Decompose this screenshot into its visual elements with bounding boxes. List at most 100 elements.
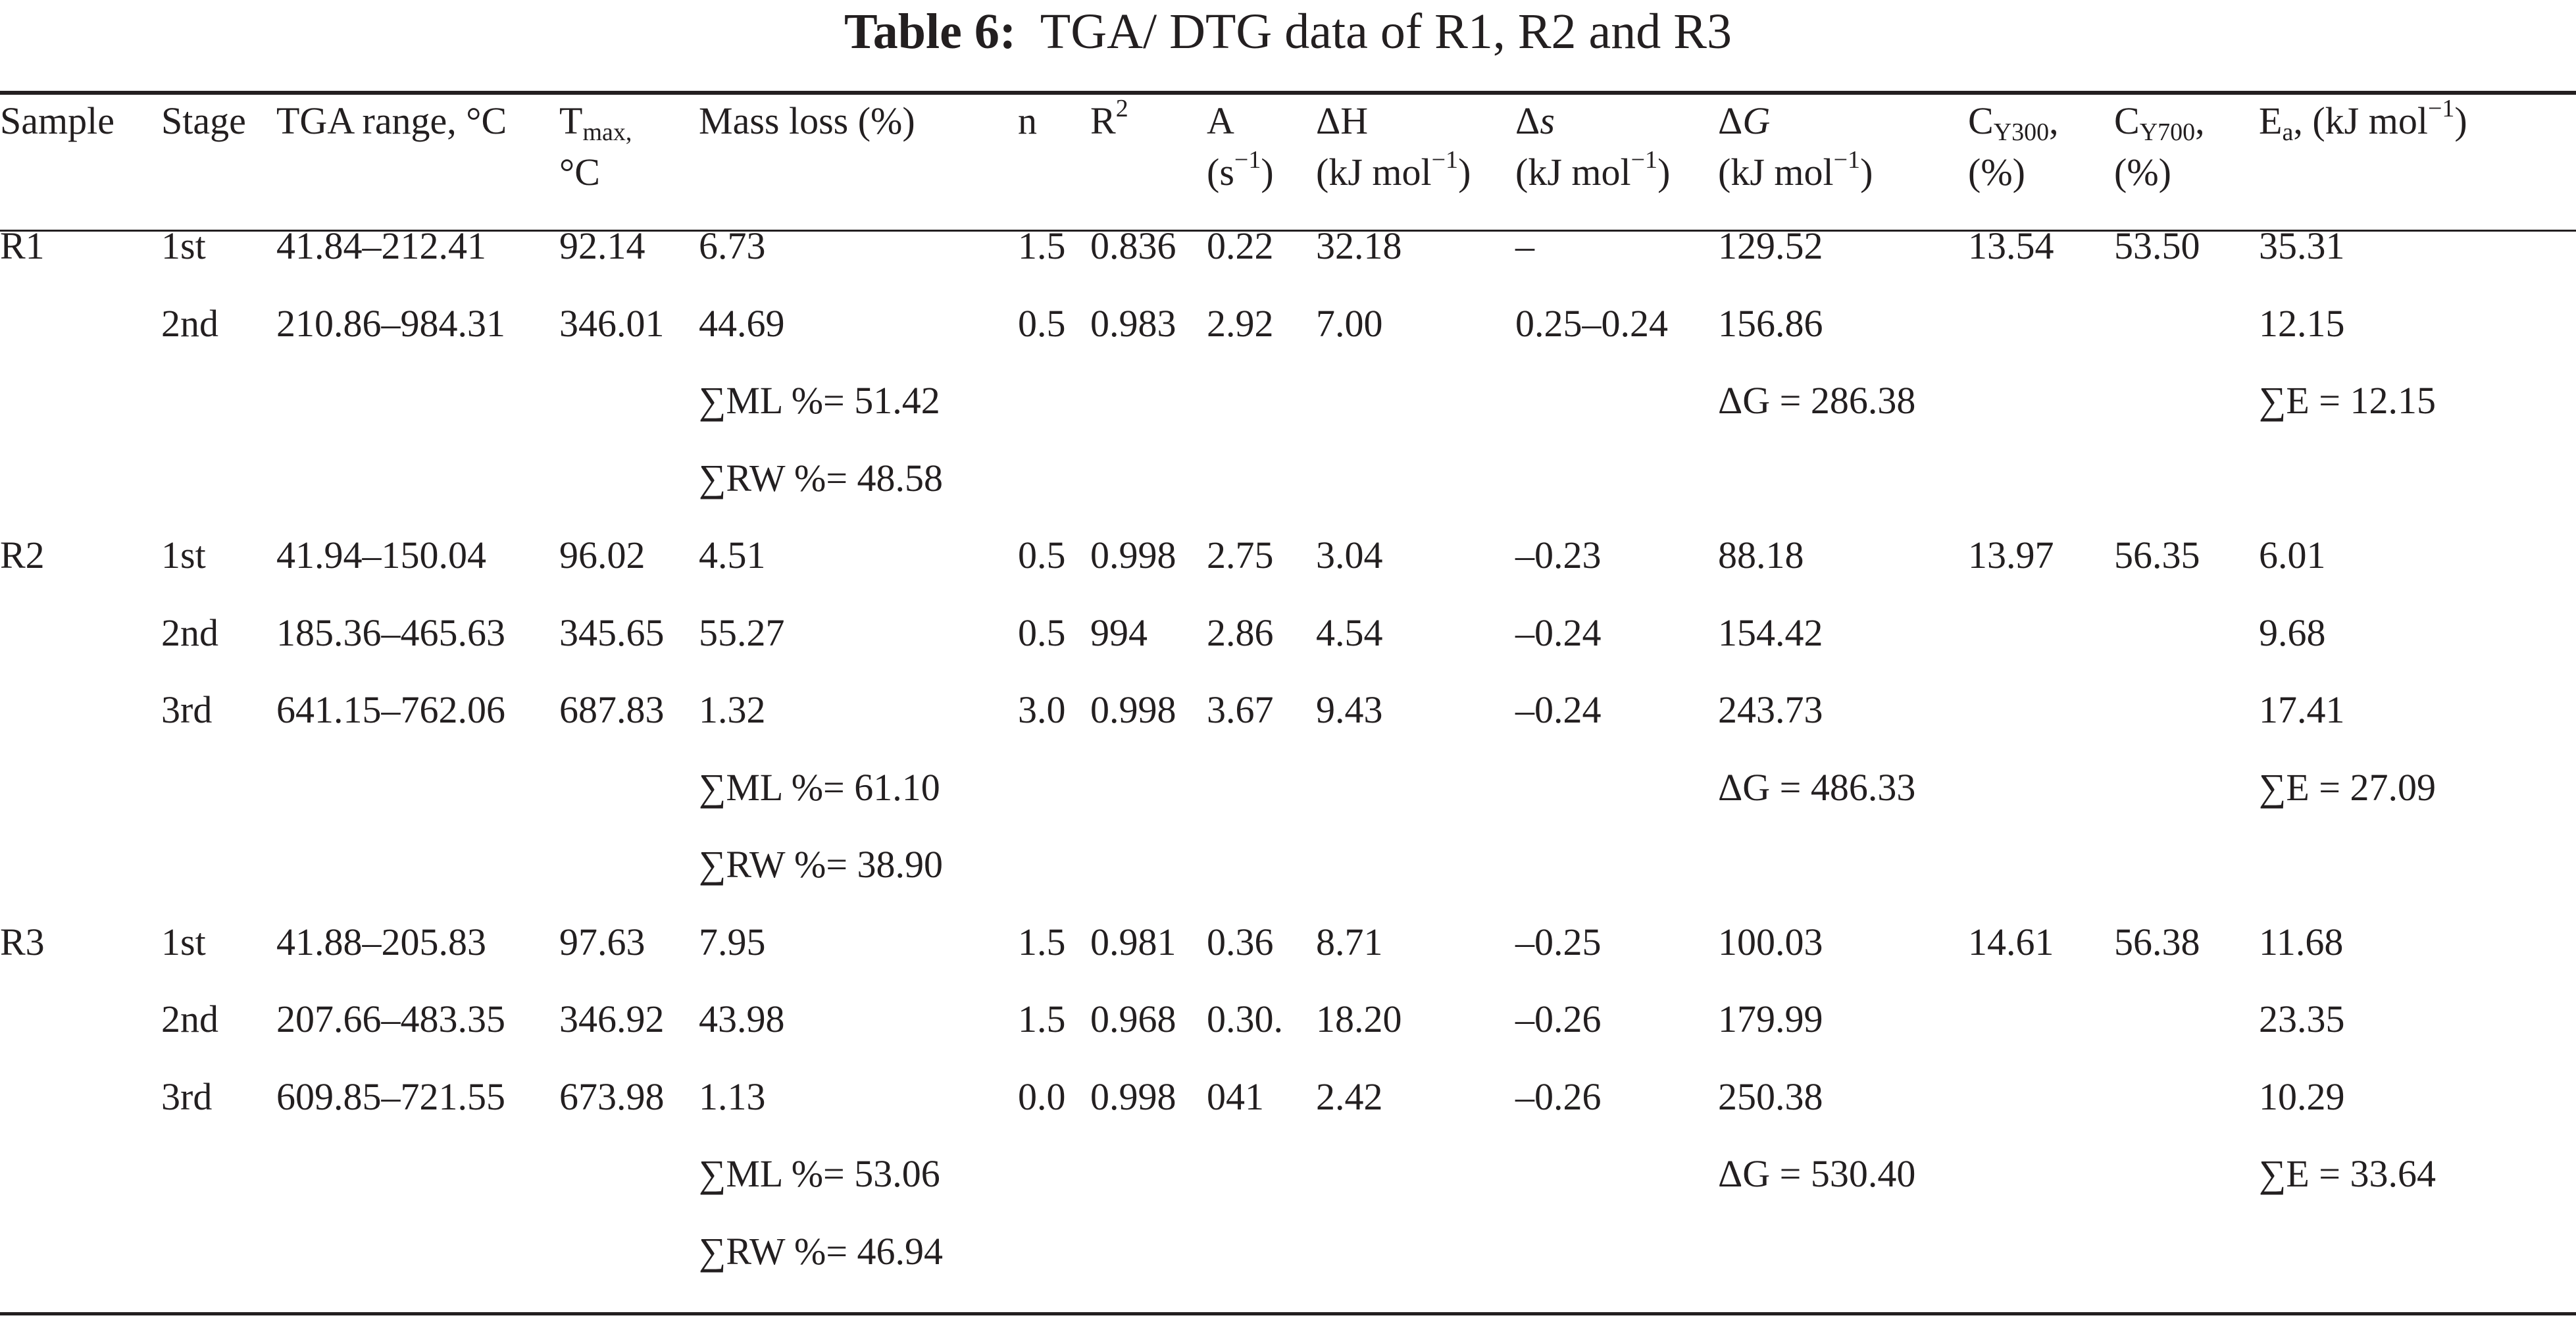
cell-cy300	[1968, 684, 2114, 762]
cell-stage	[161, 453, 276, 530]
cell-ea: 10.29	[2259, 1075, 2345, 1118]
cell-ds	[1515, 839, 1718, 917]
cell-cy700	[2114, 1226, 2259, 1304]
col-a: A (s−1)	[1207, 99, 1274, 193]
cell-r2: 0.968	[1090, 998, 1176, 1040]
cell-a	[1207, 1148, 1316, 1226]
cell-dg: ΔG = 530.40	[1718, 1152, 1916, 1195]
table-row: R1 1st 41.84–212.41 92.14 6.73 1.5 0.836 0.22 32…	[0, 220, 2576, 298]
cell-dg: 88.18	[1718, 534, 1804, 576]
cell-n: 1.5	[1018, 920, 1066, 963]
cell-mass-loss: 1.32	[699, 688, 766, 731]
cell-tmax: 673.98	[559, 1075, 665, 1118]
table-row: ∑RW %= 38.90	[0, 839, 2576, 917]
table-row: 3rd 641.15–762.06 687.83 1.32 3.0 0.998 3.67 9.…	[0, 684, 2576, 762]
cell-mass-loss: ∑ML %= 53.06	[699, 1152, 940, 1195]
cell-dg: 156.86	[1718, 301, 1823, 345]
cell-a	[1207, 453, 1316, 530]
cell-ea: 17.41	[2259, 688, 2345, 731]
cell-cy700: 56.38	[2114, 920, 2200, 963]
cell-stage: 1st	[161, 920, 206, 963]
table-row: 2nd 210.86–984.31 346.01 44.69 0.5 0.983 2.92 7…	[0, 298, 2576, 376]
cell-mass-loss: ∑RW %= 46.94	[699, 1229, 944, 1273]
cell-ea	[2259, 839, 2576, 917]
cell-cy300	[1968, 1071, 2114, 1149]
col-dg: ΔG (kJ mol−1)	[1718, 99, 1873, 193]
cell-mass-loss: ∑RW %= 38.90	[699, 843, 944, 886]
cell-n	[1018, 839, 1090, 917]
cell-ea: 35.31	[2259, 224, 2345, 267]
cell-mass-loss: 6.73	[699, 224, 766, 267]
cell-mass-loss: 1.13	[699, 1075, 766, 1118]
cell-sample	[0, 994, 161, 1071]
cell-ea: 12.15	[2259, 301, 2345, 345]
cell-ea: 23.35	[2259, 998, 2345, 1040]
cell-dh: 8.71	[1316, 920, 1383, 963]
cell-sample	[0, 375, 161, 453]
table-number: Table 6:	[844, 4, 1017, 59]
cell-cy700	[2114, 1148, 2259, 1226]
cell-tmax	[559, 839, 699, 917]
cell-ds	[1515, 762, 1718, 840]
cell-sample	[0, 684, 161, 762]
cell-ea: 6.01	[2259, 534, 2326, 576]
cell-dg: ΔG = 486.33	[1718, 765, 1916, 809]
cell-tmax: 346.01	[559, 301, 665, 345]
cell-tga: 609.85–721.55	[276, 1075, 505, 1118]
cell-tga	[276, 375, 559, 453]
cell-stage: 1st	[161, 534, 206, 576]
cell-cy700	[2114, 607, 2259, 685]
cell-stage: 2nd	[161, 301, 218, 345]
cell-stage: 2nd	[161, 998, 218, 1040]
cell-cy300	[1968, 375, 2114, 453]
cell-tmax: 687.83	[559, 688, 665, 731]
col-tga-range: TGA range, °C	[276, 99, 507, 142]
cell-r2	[1090, 453, 1207, 530]
cell-tga	[276, 762, 559, 840]
cell-a: 2.92	[1207, 301, 1274, 345]
cell-a	[1207, 375, 1316, 453]
cell-tmax	[559, 1226, 699, 1304]
cell-mass-loss: ∑RW %= 48.58	[699, 456, 944, 499]
cell-r2	[1090, 375, 1207, 453]
cell-stage: 2nd	[161, 611, 218, 654]
cell-stage: 3rd	[161, 1075, 213, 1118]
cell-ds: –0.26	[1515, 998, 1602, 1040]
col-mass-loss: Mass loss (%)	[699, 99, 915, 142]
cell-dh	[1316, 375, 1515, 453]
cell-tga	[276, 453, 559, 530]
cell-ds: –0.25	[1515, 920, 1602, 963]
cell-cy300: 13.97	[1968, 534, 2054, 576]
cell-ds: –0.24	[1515, 688, 1602, 731]
cell-dh: 7.00	[1316, 301, 1383, 345]
cell-ea	[2259, 453, 2576, 530]
col-ea: Ea, (kJ mol−1)	[2259, 95, 2467, 146]
cell-dg: 129.52	[1718, 224, 1823, 267]
cell-cy700	[2114, 298, 2259, 376]
cell-dg: 154.42	[1718, 611, 1823, 654]
cell-sample: R3	[0, 920, 45, 963]
cell-dg: ΔG = 286.38	[1718, 379, 1916, 422]
cell-tga	[276, 1226, 559, 1304]
cell-ds: –0.23	[1515, 534, 1602, 576]
col-r2: R2	[1090, 95, 1128, 142]
cell-dh: 32.18	[1316, 224, 1402, 267]
cell-dh: 3.04	[1316, 534, 1383, 576]
cell-cy300	[1968, 607, 2114, 685]
cell-cy300	[1968, 453, 2114, 530]
cell-n: 1.5	[1018, 224, 1066, 267]
cell-dh: 9.43	[1316, 688, 1383, 731]
cell-dh: 4.54	[1316, 611, 1383, 654]
cell-n: 0.5	[1018, 611, 1066, 654]
cell-sample	[0, 453, 161, 530]
cell-a	[1207, 1226, 1316, 1304]
cell-r2: 994	[1090, 611, 1148, 654]
cell-a: 3.67	[1207, 688, 1274, 731]
cell-cy300: 13.54	[1968, 224, 2054, 267]
cell-dg: 243.73	[1718, 688, 1823, 731]
header-rule	[0, 230, 2576, 232]
cell-n: 0.0	[1018, 1075, 1066, 1118]
cell-sample	[0, 1226, 161, 1304]
table-caption: TGA/ DTG data of R1, R2 and R3	[1040, 4, 1732, 59]
cell-cy700	[2114, 453, 2259, 530]
